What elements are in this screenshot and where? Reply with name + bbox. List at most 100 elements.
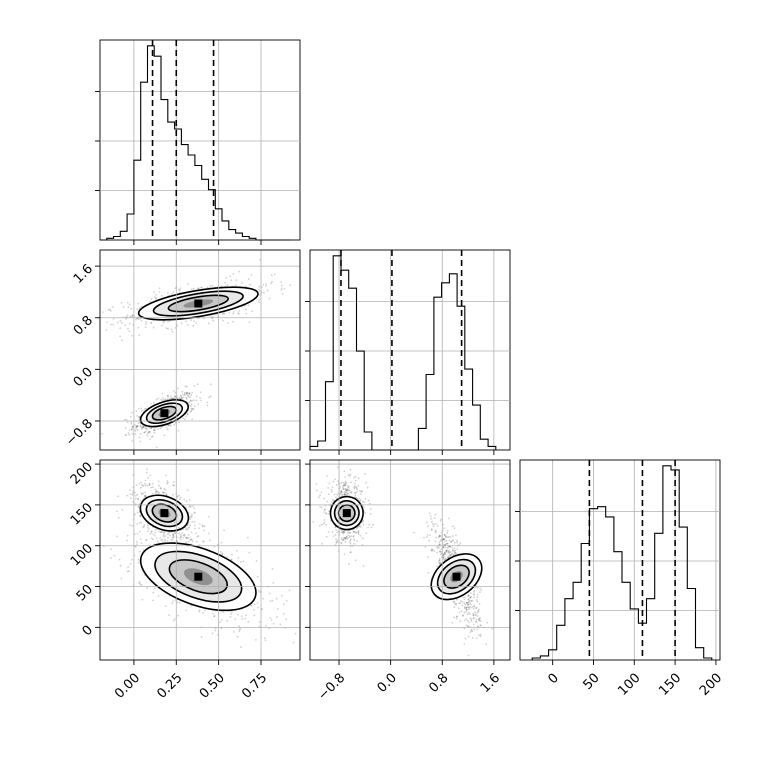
scatter-point	[150, 436, 153, 438]
scatter-point	[153, 296, 156, 299]
scatter-point	[186, 385, 188, 388]
scatter-point	[343, 493, 346, 496]
scatter-point	[136, 523, 139, 525]
scatter-point	[200, 286, 203, 289]
scatter-point	[442, 554, 445, 557]
scatter-point	[354, 485, 356, 487]
scatter-point	[177, 526, 180, 529]
scatter-point	[134, 491, 136, 494]
scatter-point	[478, 619, 481, 622]
scatter-point	[442, 545, 445, 548]
scatter-point	[128, 433, 131, 436]
scatter-point	[433, 517, 436, 519]
scatter-point	[77, 345, 79, 347]
scatter-point	[154, 528, 157, 531]
scatter-point	[131, 411, 133, 414]
scatter-point	[136, 415, 139, 417]
scatter-point	[434, 531, 437, 534]
scatter-point	[180, 534, 182, 536]
scatter-point	[443, 538, 445, 541]
scatter-point	[439, 543, 441, 546]
scatter-point	[340, 542, 343, 545]
scatter-point	[348, 474, 351, 477]
scatter-point	[144, 427, 147, 430]
scatter-point	[346, 489, 349, 491]
scatter-point	[253, 603, 256, 606]
scatter-point	[245, 312, 248, 315]
x-tick-label: 0.8	[426, 671, 451, 696]
scatter-point	[178, 537, 181, 539]
scatter-point	[447, 556, 449, 559]
scatter-point	[172, 481, 175, 483]
scatter-point	[456, 548, 459, 551]
scatter-point	[131, 493, 134, 496]
scatter-point	[443, 551, 446, 554]
scatter-point	[162, 321, 165, 324]
scatter-point	[345, 489, 347, 492]
scatter-point	[454, 549, 457, 552]
scatter-point	[343, 483, 346, 486]
x-tick-label: 150	[656, 671, 684, 699]
scatter-point	[344, 537, 347, 540]
scatter-point	[262, 284, 265, 286]
scatter-point	[185, 528, 187, 531]
scatter-point	[222, 611, 225, 614]
scatter-point	[451, 552, 453, 555]
scatter-point	[129, 489, 131, 491]
scatter-point	[342, 538, 344, 541]
scatter-point	[361, 521, 363, 524]
scatter-point	[270, 274, 273, 277]
scatter-point	[340, 491, 343, 494]
scatter-point	[361, 537, 364, 540]
scatter-point	[464, 603, 467, 606]
scatter-point	[155, 492, 157, 495]
scatter-point	[269, 617, 272, 619]
scatter-point	[346, 537, 349, 540]
scatter-point	[138, 482, 141, 485]
scatter-point	[456, 539, 458, 542]
scatter-point	[331, 490, 333, 493]
scatter-point	[97, 323, 99, 325]
scatter-point	[139, 550, 141, 553]
scatter-point	[131, 440, 134, 442]
scatter-point	[202, 317, 205, 320]
scatter-point	[137, 302, 139, 305]
scatter-point	[319, 494, 321, 496]
scatter-point	[211, 284, 214, 287]
scatter-point	[222, 312, 225, 314]
scatter-point	[207, 515, 210, 518]
panel-frame	[309, 459, 511, 661]
scatter-point	[242, 560, 245, 563]
scatter-point	[126, 301, 129, 304]
scatter-point	[354, 482, 356, 485]
scatter-point	[440, 551, 443, 553]
scatter-point	[180, 538, 182, 541]
scatter-point	[467, 597, 470, 600]
scatter-point	[438, 562, 441, 565]
scatter-point	[355, 487, 358, 489]
scatter-point	[470, 603, 472, 606]
scatter-point	[359, 525, 362, 528]
scatter-point	[450, 540, 453, 543]
scatter-point	[247, 536, 249, 539]
scatter-point	[429, 534, 431, 536]
scatter-point	[271, 568, 274, 570]
scatter-point	[164, 540, 166, 542]
scatter-point	[195, 532, 198, 535]
scatter-point	[153, 429, 156, 432]
scatter-point	[186, 413, 189, 416]
scatter-point	[163, 320, 166, 323]
scatter-point	[275, 597, 278, 600]
scatter-point	[214, 627, 217, 630]
scatter-point	[182, 537, 184, 539]
scatter-point	[442, 554, 445, 556]
scatter-point	[475, 637, 478, 639]
scatter-point	[236, 635, 239, 638]
scatter-point	[131, 314, 134, 317]
scatter-point	[159, 537, 162, 539]
scatter-point	[132, 491, 134, 494]
scatter-point	[235, 549, 238, 552]
scatter-point	[469, 606, 472, 609]
scatter-point	[143, 431, 146, 434]
scatter-point	[281, 292, 284, 295]
